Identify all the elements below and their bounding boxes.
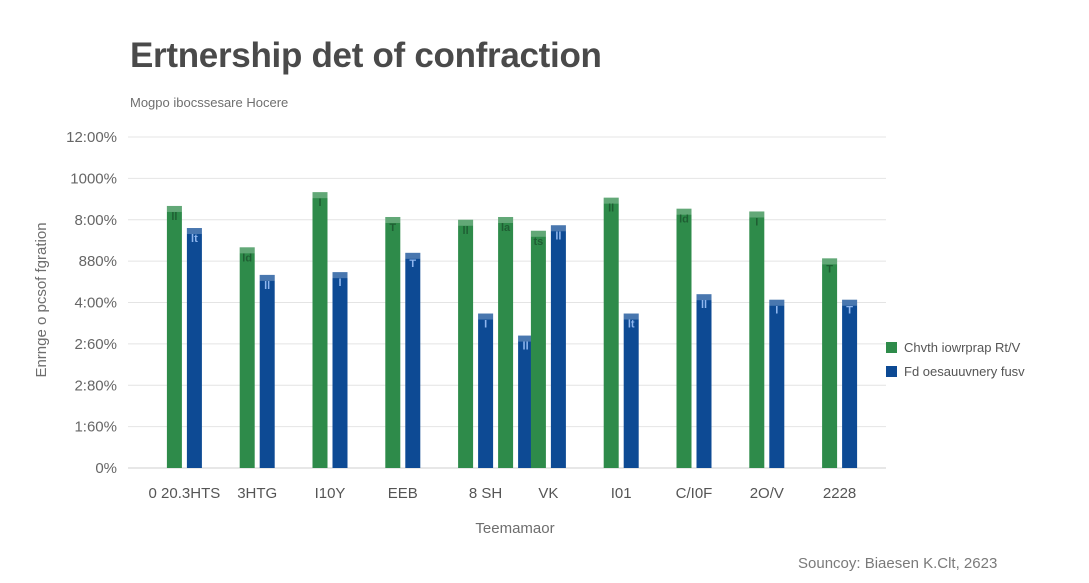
bar-label: lt xyxy=(191,233,198,245)
bar-series-1 xyxy=(749,211,765,468)
bar-series-1 xyxy=(822,258,838,468)
bar-series-1 xyxy=(239,247,255,468)
bar-cap xyxy=(842,299,858,306)
legend-label-series-1: Chvth iowrprap Rt/V xyxy=(904,340,1021,355)
bar-cap xyxy=(498,216,514,223)
bar-series-1 xyxy=(676,208,692,468)
bar-series-1 xyxy=(166,205,182,469)
bar-series-2 xyxy=(332,272,348,468)
bar-label: ld xyxy=(679,214,689,226)
y-tick-label: 880% xyxy=(79,253,117,270)
bar-label: T xyxy=(389,222,396,234)
bar-series-2 xyxy=(550,225,566,468)
bar-label: ts xyxy=(534,236,544,248)
bar-series-1 xyxy=(458,219,474,468)
y-axis-ticks: 0% 1:60% 2:80% 2:60% 4:00% 880% 8:00% 1000% 12:0… xyxy=(66,129,117,477)
bar-cap xyxy=(822,258,838,265)
x-tick-label: C/I0F xyxy=(676,485,713,502)
bar-label: I xyxy=(755,216,758,228)
x-tick-label: VK xyxy=(538,485,558,502)
source-note: Souncoy: Biaesen K.Clt, 2623 xyxy=(798,555,998,572)
bar-cap xyxy=(676,208,692,215)
bar-cap xyxy=(696,294,712,301)
bar-extra xyxy=(498,216,514,468)
chart-subtitle: Mogpo ibocssesare Hocere xyxy=(130,95,289,110)
x-tick-label: 8 SH xyxy=(469,485,502,502)
bar-series-2 xyxy=(186,228,202,468)
bar-series-2 xyxy=(405,252,421,468)
x-tick-label: I01 xyxy=(611,485,632,502)
bar-cap xyxy=(312,192,328,199)
legend-label-series-2: Fd oesauuvnery fusv xyxy=(904,364,1025,379)
bar-cap xyxy=(623,313,639,320)
bar-cap xyxy=(550,225,566,232)
bar-series-1 xyxy=(385,216,401,468)
x-tick-label: 2O/V xyxy=(750,485,784,502)
bar-series-1 xyxy=(603,197,619,468)
x-axis-ticks: 0 20.3HTS 3HTG I10Y EEB 8 SH VK I01 C/I0F 2O/V 22… xyxy=(149,485,857,502)
legend-swatch-series-2 xyxy=(886,366,897,377)
bar-series-2 xyxy=(623,313,639,468)
chart-title: Ertnership det of confraction xyxy=(130,36,602,75)
bar-label: I xyxy=(338,277,341,289)
bar-series-1 xyxy=(530,230,546,468)
x-tick-label: 0 20.3HTS xyxy=(149,485,221,502)
bar-series-2 xyxy=(769,299,785,468)
bar-label: ld xyxy=(242,252,252,264)
bar-series-2 xyxy=(696,294,712,468)
bar-label: ll xyxy=(555,230,561,242)
legend: Chvth iowrprap Rt/V Fd oesauuvnery fusv xyxy=(886,340,1025,379)
y-axis-title: Enrnge o pcsof fgration xyxy=(33,222,50,377)
y-tick-label: 4:00% xyxy=(74,295,117,312)
legend-swatch-series-1 xyxy=(886,342,897,353)
x-tick-label: 2228 xyxy=(823,485,856,502)
bar-extra xyxy=(518,335,534,468)
x-tick-label: EEB xyxy=(388,485,418,502)
bar-cap xyxy=(530,230,546,237)
bar-cap xyxy=(405,252,421,259)
y-tick-label: 1:60% xyxy=(74,419,117,436)
bar-label: T xyxy=(846,305,853,317)
y-tick-label: 0% xyxy=(95,460,117,477)
bar-label: la xyxy=(501,222,511,234)
x-axis-title: Teemamaor xyxy=(475,520,554,537)
bar-label: ll xyxy=(463,225,469,237)
bar-series-2 xyxy=(478,313,494,468)
y-tick-label: 1000% xyxy=(70,170,117,187)
x-tick-label: I10Y xyxy=(315,485,346,502)
bar-cap xyxy=(332,272,348,279)
bar-label: ll xyxy=(608,203,614,215)
bar-label: ll xyxy=(523,341,529,353)
bar-series-1 xyxy=(312,192,328,468)
bar-cap xyxy=(458,219,474,226)
y-tick-label: 12:00% xyxy=(66,129,117,146)
bar-label: T xyxy=(409,258,416,270)
bar-cap xyxy=(385,216,401,223)
bar-label: T xyxy=(826,263,833,275)
x-tick-label: 3HTG xyxy=(237,485,277,502)
bar-cap xyxy=(166,205,182,212)
y-tick-label: 8:00% xyxy=(74,212,117,229)
bar-cap xyxy=(603,197,619,204)
bar-label: I xyxy=(484,319,487,331)
bar-cap xyxy=(186,228,202,235)
bar-cap xyxy=(259,274,275,281)
bar-series-2 xyxy=(842,299,858,468)
bar-cap xyxy=(478,313,494,320)
bar-label: I xyxy=(318,197,321,209)
bar-cap xyxy=(769,299,785,306)
bar-cap xyxy=(518,335,534,342)
bar-label: ll xyxy=(701,299,707,311)
y-tick-label: 2:60% xyxy=(74,336,117,353)
bar-label: ll xyxy=(171,211,177,223)
bar-series-2 xyxy=(259,274,275,468)
y-tick-label: 2:80% xyxy=(74,377,117,394)
bar-cap xyxy=(239,247,255,254)
bar-label: lt xyxy=(628,319,635,331)
bar-cap xyxy=(749,211,765,218)
bar-label: ll xyxy=(264,280,270,292)
bar-label: I xyxy=(775,305,778,317)
